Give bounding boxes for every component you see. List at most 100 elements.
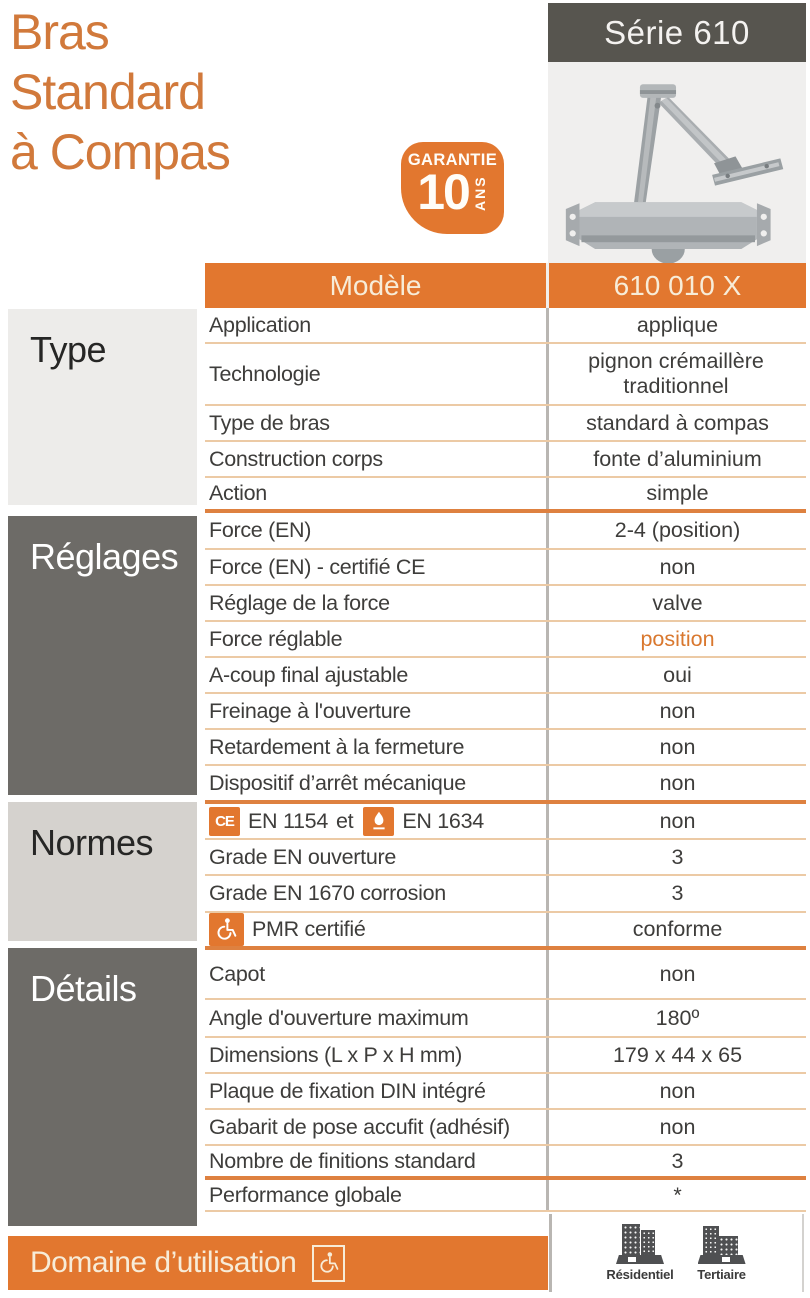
title-line-1: Bras <box>10 4 110 60</box>
title-line-3: à Compas <box>10 124 231 180</box>
model-number-cell: 610 010 X <box>549 263 806 308</box>
warranty-years: 10 <box>417 164 471 221</box>
row-capot: Capot non <box>205 950 806 1000</box>
row-grade-en-1670: Grade EN 1670 corrosion 3 <box>205 876 806 913</box>
building-tertiary-icon <box>696 1224 748 1264</box>
spec-value: position <box>546 622 806 656</box>
section-type: Type <box>8 309 197 505</box>
row-dispositif-arret: Dispositif d’arrêt mécanique non <box>205 766 806 804</box>
spec-label: Grade EN ouverture <box>209 844 396 869</box>
spec-table: Application applique Technologie pignon … <box>205 308 806 1212</box>
domain-bar: Domaine d’utilisation <box>8 1236 548 1290</box>
spec-label: Nombre de finitions standard <box>209 1148 476 1173</box>
spec-value: 3 <box>546 1146 806 1176</box>
domain-label: Domaine d’utilisation <box>30 1246 297 1279</box>
spec-value: 179 x 44 x 65 <box>546 1038 806 1072</box>
section-reglages: Réglages <box>8 516 197 795</box>
spec-label: Force (EN) <box>209 518 312 542</box>
spec-label: EN 1154 <box>248 808 328 833</box>
spec-value: 180º <box>546 1000 806 1036</box>
series-header: Série 610 <box>548 3 806 62</box>
ce-icon: CE <box>209 806 240 836</box>
building-residential-icon <box>614 1224 666 1264</box>
spec-value: conforme <box>546 913 806 946</box>
table-header: Modèle 610 010 X <box>205 263 806 308</box>
usage-label: Résidentiel <box>606 1267 674 1282</box>
row-application: Application applique <box>205 308 806 344</box>
row-nombre-finitions: Nombre de finitions standard 3 <box>205 1146 806 1180</box>
series-label: Série 610 <box>604 13 750 51</box>
row-type-de-bras: Type de bras standard à compas <box>205 406 806 442</box>
row-technologie: Technologie pignon crémaillère tradition… <box>205 344 806 406</box>
spec-value: non <box>546 550 806 584</box>
usage-tertiaire: Tertiaire <box>696 1224 748 1282</box>
spec-label: Performance globale <box>209 1182 402 1207</box>
wheelchair-icon <box>209 913 244 946</box>
spec-value: 3 <box>546 876 806 911</box>
spec-value: valve <box>546 586 806 620</box>
door-closer-image <box>565 84 784 263</box>
usage-residentiel: Résidentiel <box>606 1224 674 1282</box>
row-retardement-fermeture: Retardement à la fermeture non <box>205 730 806 766</box>
spec-label: Type de bras <box>209 410 330 435</box>
row-acoup-final: A-coup final ajustable oui <box>205 658 806 694</box>
usage-label: Tertiaire <box>697 1267 746 1282</box>
spec-value: 2-4 (position) <box>546 513 806 548</box>
spec-label: Angle d'ouverture maximum <box>209 1005 469 1030</box>
fire-icon <box>363 806 395 836</box>
spec-label: PMR certifié <box>252 917 366 941</box>
row-action: Action simple <box>205 478 806 513</box>
spec-label: Gabarit de pose accufit (adhésif) <box>209 1114 510 1139</box>
usage-area: Résidentiel Tertiaire <box>549 1214 804 1292</box>
warranty-unit: ANS <box>471 175 488 211</box>
spec-label: Capot <box>209 961 265 986</box>
product-image-panel <box>548 62 806 263</box>
spec-label: Grade EN 1670 corrosion <box>209 881 446 905</box>
spec-value: pignon crémaillère traditionnel <box>546 344 803 404</box>
wheelchair-icon <box>312 1244 346 1282</box>
spec-value: 3 <box>546 840 806 874</box>
spec-label: Force réglable <box>209 626 343 651</box>
warranty-badge: GARANTIE 10 ANS <box>401 142 504 234</box>
spec-value: non <box>546 1074 806 1108</box>
title-line-2: Standard <box>10 64 206 120</box>
spec-value: oui <box>546 658 806 692</box>
spec-label: Réglage de la force <box>209 590 390 615</box>
row-gabarit-pose: Gabarit de pose accufit (adhésif) non <box>205 1110 806 1146</box>
row-freinage-ouverture: Freinage à l'ouverture non <box>205 694 806 730</box>
spec-value: simple <box>546 478 806 509</box>
spec-value: non <box>546 730 806 764</box>
spec-value: non <box>546 694 806 728</box>
row-angle-ouverture: Angle d'ouverture maximum 180º <box>205 1000 806 1038</box>
spec-label: Dimensions (L x P x H mm) <box>209 1042 462 1067</box>
section-normes: Normes <box>8 802 197 941</box>
row-pmr-certifie: PMR certifié conforme <box>205 913 806 950</box>
row-reglage-force: Réglage de la force valve <box>205 586 806 622</box>
row-performance-globale: Performance globale * <box>205 1180 806 1212</box>
header-divider <box>546 263 549 308</box>
spec-label: Construction corps <box>209 446 383 471</box>
spec-value: standard à compas <box>546 406 806 440</box>
row-construction-corps: Construction corps fonte d’aluminium <box>205 442 806 478</box>
spec-label: Technologie <box>209 361 321 386</box>
spec-value: non <box>546 804 806 838</box>
row-grade-en-ouverture: Grade EN ouverture 3 <box>205 840 806 876</box>
spec-label-conjunction: et <box>335 808 354 833</box>
spec-value: * <box>546 1180 806 1210</box>
row-dimensions: Dimensions (L x P x H mm) 179 x 44 x 65 <box>205 1038 806 1074</box>
row-plaque-fixation: Plaque de fixation DIN intégré non <box>205 1074 806 1110</box>
spec-label: Retardement à la fermeture <box>209 734 465 759</box>
spec-value: applique <box>546 308 806 342</box>
page-title: Bras Standard à Compas <box>10 2 231 182</box>
spec-label: EN 1634 <box>402 808 484 833</box>
row-force-en: Force (EN) 2-4 (position) <box>205 513 806 550</box>
spec-label: A-coup final ajustable <box>209 662 408 687</box>
spec-label: Dispositif d’arrêt mécanique <box>209 770 466 795</box>
model-header-cell: Modèle <box>205 263 546 308</box>
spec-label: Plaque de fixation DIN intégré <box>209 1078 486 1103</box>
spec-label: Force (EN) - certifié CE <box>209 554 426 579</box>
row-force-reglable: Force réglable position <box>205 622 806 658</box>
spec-value: non <box>546 766 806 800</box>
spec-value: fonte d’aluminium <box>546 442 806 476</box>
